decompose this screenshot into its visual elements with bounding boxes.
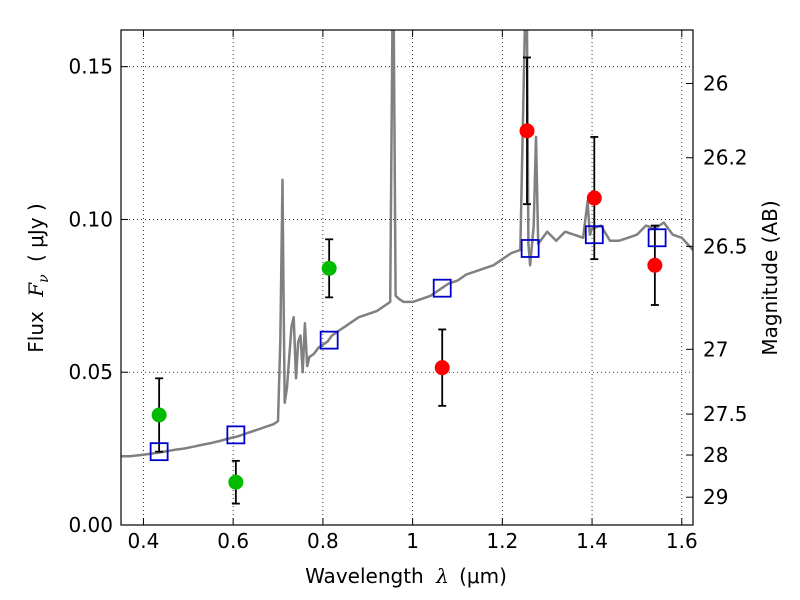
x-tick-label: 0.6 — [217, 529, 249, 553]
y-tick-label: 0.10 — [68, 207, 113, 231]
observed-circle-marker — [321, 260, 337, 276]
x-tick-label: 1 — [406, 529, 419, 553]
data-markers — [149, 123, 667, 490]
model-square-marker — [432, 278, 452, 298]
y-tick-label: 0.15 — [68, 55, 113, 79]
observed-circle-marker — [151, 407, 167, 423]
ticks: 0.4 0.6 0.8 1 1.2 1.4 1.6 0.00 0.05 0.10 0.15 26 26.… — [68, 30, 748, 553]
x-tick-label: 0.8 — [307, 529, 339, 553]
model-spectrum — [121, 30, 693, 458]
observed-circle-marker — [647, 257, 663, 273]
y2-tick-label: 26.2 — [703, 146, 748, 170]
plot-frame — [120, 29, 694, 526]
y2-tick-label: 26.5 — [703, 234, 748, 258]
x-tick-label: 1.2 — [486, 529, 518, 553]
model-square-marker — [520, 239, 540, 258]
x-tick-label: 1.4 — [576, 529, 608, 553]
model-square-marker — [226, 425, 246, 445]
y-tick-label: 0.05 — [68, 360, 113, 384]
y2-tick-label: 26 — [703, 71, 728, 95]
x-tick-label: 0.4 — [128, 529, 160, 553]
y2-tick-label: 28 — [703, 443, 728, 467]
model-square-marker — [647, 228, 667, 248]
y-axis-label: Flux Fν ( μJy ) — [24, 203, 53, 352]
y2-tick-label: 29 — [703, 485, 728, 509]
axes — [120, 29, 694, 526]
observed-circle-marker — [519, 123, 535, 139]
y2-axis-label: Magnitude (AB) — [758, 200, 782, 355]
model-square-marker — [319, 330, 339, 350]
spectrum-line — [121, 30, 693, 458]
model-square-marker — [149, 442, 169, 462]
observed-circle-marker — [228, 474, 244, 490]
model-square-marker — [584, 225, 604, 245]
x-tick-label: 1.6 — [666, 529, 698, 553]
x-axis-label: Wavelength λ (μm) — [305, 564, 507, 588]
y2-tick-label: 27 — [703, 337, 728, 361]
grid-lines — [121, 30, 693, 525]
y2-tick-label: 27.5 — [703, 402, 748, 426]
y-tick-label: 0.00 — [68, 513, 113, 537]
observed-circle-marker — [434, 360, 450, 376]
observed-circle-marker — [586, 190, 602, 206]
error-bars — [155, 56, 659, 505]
